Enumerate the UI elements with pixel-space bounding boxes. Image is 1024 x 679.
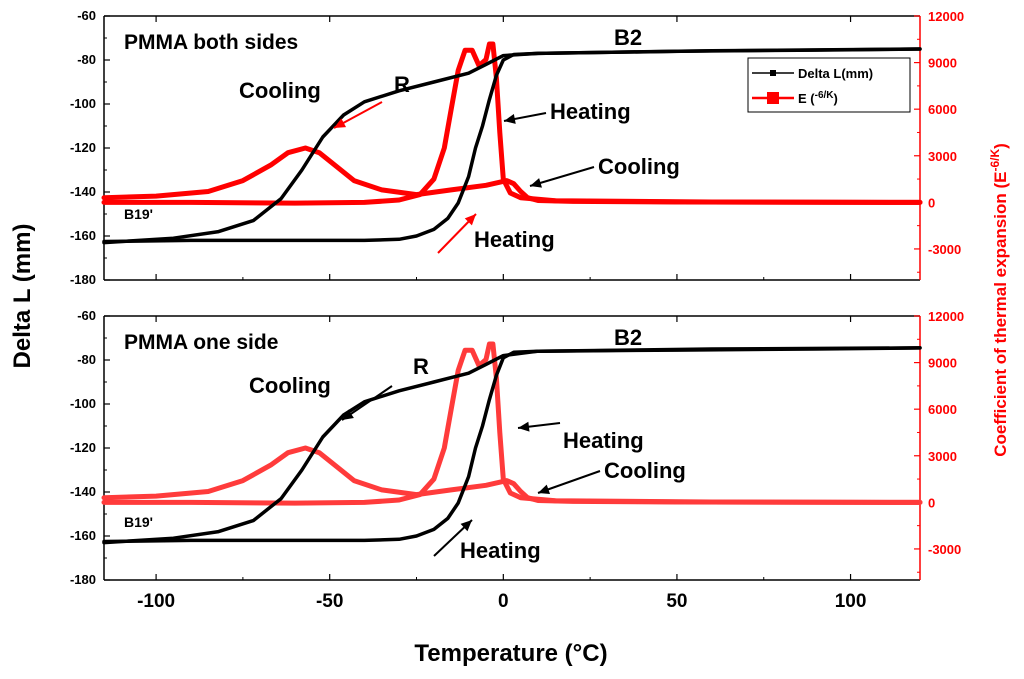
legend-label-delta-l: Delta L(mm) <box>798 66 873 81</box>
legend: Delta L(mm) E (-6/K) <box>747 57 911 113</box>
panel-1-ytick-right-label: 9000 <box>928 356 957 371</box>
panel-1-ytick-left-label: -60 <box>77 308 96 323</box>
panel-1-ytick-right-label: 0 <box>928 495 935 510</box>
panel-0-ytick-right-label: 9000 <box>928 56 957 71</box>
panel-1-ytick-right-label: 12000 <box>928 309 964 324</box>
panel-0-ytick-left-label: -80 <box>77 52 96 67</box>
legend-label-e: E (-6/K) <box>798 90 838 106</box>
panel-top-arrow-cooling-right <box>529 166 595 188</box>
panel-top-b2: B2 <box>614 25 642 50</box>
panel-bottom-cooling-right: Cooling <box>604 458 686 483</box>
panel-1-series-e-heating <box>101 341 923 506</box>
panel-bottom-arrow-cooling-right-head <box>538 484 551 495</box>
y-axis-right-title-sup: -6/K <box>988 149 1002 172</box>
panel-1-ytick-left-label: -140 <box>70 484 96 499</box>
panel-1-ytick-left-label: -120 <box>70 440 96 455</box>
panel-top-arrow-heating-lower <box>437 213 477 254</box>
panel-bottom-b2: B2 <box>614 325 642 350</box>
legend-marker-e <box>767 92 779 104</box>
panel-bottom-arrow-heating-lower-head <box>460 520 472 532</box>
legend-label-e-sup: -6/K <box>815 90 835 101</box>
panel-top-arrow-cooling-right-head <box>530 178 542 188</box>
panel-0-ytick-left-label: -60 <box>77 8 96 23</box>
panel-top-arrow-cooling-upper <box>333 101 383 129</box>
panel-1-ytick-left-label: -100 <box>70 396 96 411</box>
panel-bottom-cooling-upper: Cooling <box>249 373 331 398</box>
panel-1-ytick-left-label: -180 <box>70 572 96 587</box>
panel-bottom-r: R <box>413 354 429 379</box>
panel-0-series-delta-l-heating <box>102 47 922 244</box>
panel-1-ytick-right-label: 3000 <box>928 449 957 464</box>
panel-bottom-arrow-heating-right-head <box>518 421 530 432</box>
panel-top-arrow-heating-lower-head <box>464 214 476 226</box>
legend-label-e-close: ) <box>834 91 838 106</box>
panel-0-ytick-left-label: -100 <box>70 96 96 111</box>
panel-bottom-heating-right: Heating <box>563 428 644 453</box>
panel-bottom-arrow-cooling-upper <box>341 385 393 421</box>
y-axis-right-title: Coefficient of thermal expansion (E-6/K) <box>988 143 1010 457</box>
panel-top-arrow-cooling-right-shaft <box>529 166 595 187</box>
y-axis-left-title: Delta L (mm) <box>9 224 36 369</box>
panel-1-ytick-right-label: 6000 <box>928 402 957 417</box>
panel-0-plot: -180 -160 -140 -120 -100 -80 -60 -3000 0 3000 6000… <box>70 8 964 287</box>
x-tick-label: 100 <box>835 591 867 612</box>
x-tick-label: -100 <box>137 591 175 612</box>
panel-bottom-heating-lower: Heating <box>460 538 541 563</box>
panel-0-ytick-right-label: 12000 <box>928 9 964 24</box>
panel-bottom-arrow-heating-lower <box>433 519 473 557</box>
panel-0-ytick-right-label: 0 <box>928 195 935 210</box>
y-axis-right-title-close: ) <box>991 143 1010 149</box>
panel-1-ytick-right-label: -3000 <box>928 542 961 557</box>
panel-bottom-arrow-cooling-right <box>537 470 601 495</box>
panel-1-series-delta-l-cooling <box>102 346 922 545</box>
panel-0-series-e-heating <box>101 41 923 206</box>
panel-0-ytick-left-label: -180 <box>70 272 96 287</box>
legend-marker-delta-l <box>770 70 776 76</box>
panel-top-b19: B19' <box>124 206 153 222</box>
panel-0-ytick-left-label: -140 <box>70 184 96 199</box>
y-axis-right-title-main: Coefficient of thermal expansion (E <box>991 172 1010 457</box>
panel-top-arrow-heating-right <box>503 112 547 124</box>
panel-1-ytick-left-label: -80 <box>77 352 96 367</box>
panel-top-title: PMMA both sides <box>124 31 298 54</box>
legend-label-e-main: E ( <box>798 91 815 106</box>
panel-0-ytick-right-label: 3000 <box>928 149 957 164</box>
panel-top-cooling-upper: Cooling <box>239 78 321 103</box>
panel-top-heating-right: Heating <box>550 99 631 124</box>
panel-bottom-b19: B19' <box>124 514 153 530</box>
panel-top-r: R <box>394 72 410 97</box>
panel-top-arrow-cooling-upper-head <box>334 118 347 128</box>
panel-top-arrow-heating-right-head <box>504 114 516 124</box>
panel-1-series-delta-l-heating <box>102 346 922 544</box>
x-axis-title: Temperature (°C) <box>414 640 607 667</box>
panel-bottom-title: PMMA one side <box>124 331 278 354</box>
panel-bottom-arrow-cooling-upper-head <box>342 409 354 420</box>
x-tick-label: -50 <box>316 591 343 612</box>
panel-1-plot: -180 -160 -140 -120 -100 -80 -60 -3000 0 3000 6000… <box>70 308 964 612</box>
panel-bottom-arrow-heating-right <box>517 421 561 432</box>
panel-0-ytick-left-label: -160 <box>70 228 96 243</box>
panel-0-ytick-right-label: 6000 <box>928 102 957 117</box>
panel-0-ytick-right-label: -3000 <box>928 242 961 257</box>
panel-top-cooling-right: Cooling <box>598 154 680 179</box>
panel-top-annotations: PMMA both sides B2 R B19' Cooling Heatin… <box>124 25 680 252</box>
panel-bottom-annotations: PMMA one side B2 R B19' Cooling Heating … <box>124 325 686 563</box>
x-tick-label: 50 <box>666 591 687 612</box>
panel-0-ytick-left-label: -120 <box>70 140 96 155</box>
x-tick-label: 0 <box>498 591 509 612</box>
panel-1-ytick-left-label: -160 <box>70 528 96 543</box>
panel-top-heating-lower: Heating <box>474 227 555 252</box>
